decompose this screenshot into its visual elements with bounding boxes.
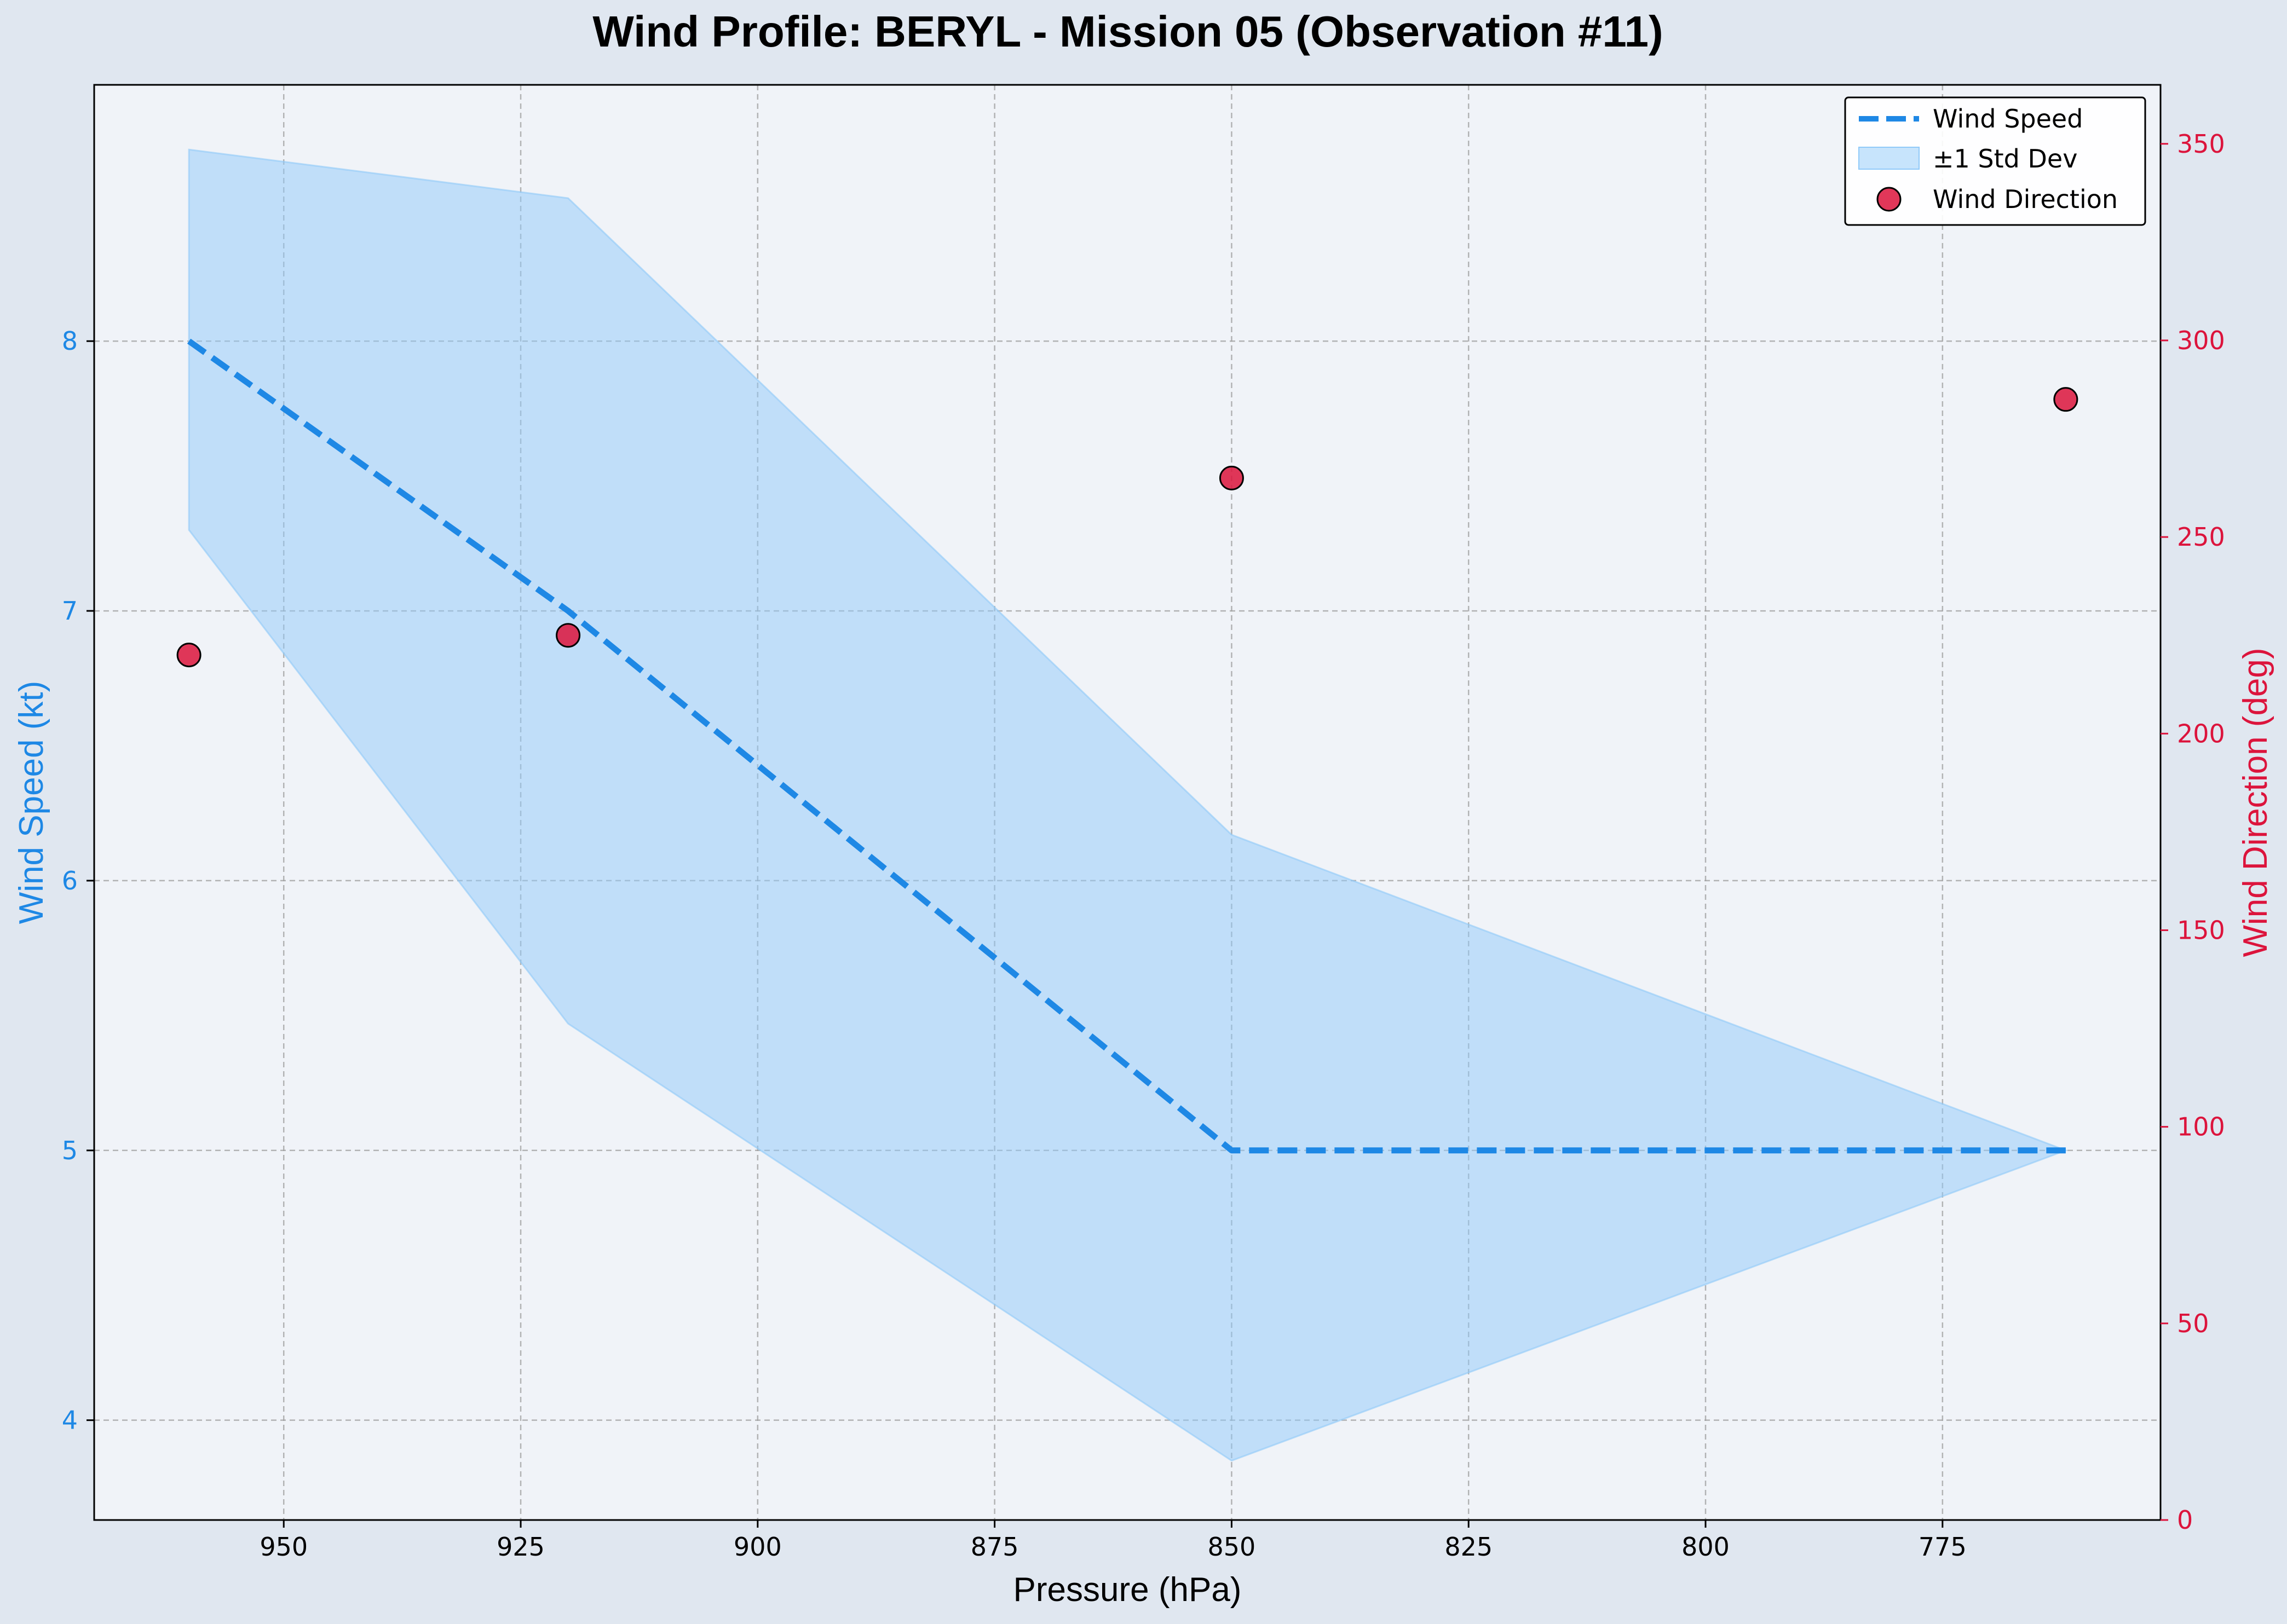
wind-direction-point-850 — [1219, 465, 1244, 490]
y-axis-left-label: Wind Speed (kt) — [13, 681, 50, 924]
y-left-tick-label-4: 4 — [62, 1406, 78, 1435]
legend-label-wind-direction: Wind Direction — [1933, 184, 2118, 214]
std-dev-band — [188, 148, 2069, 1462]
y-right-tick-label-100: 100 — [2177, 1112, 2225, 1142]
chart-title: Wind Profile: BERYL - Mission 05 (Observ… — [592, 7, 1663, 56]
y-right-tick-label-0: 0 — [2177, 1505, 2193, 1535]
legend-label-wind-speed: Wind Speed — [1933, 104, 2083, 134]
y-right-tick-label-250: 250 — [2177, 522, 2225, 552]
y-right-tick-label-350: 350 — [2177, 129, 2225, 159]
legend: Wind Speed ±1 Std Dev Wind Direction — [1844, 96, 2146, 226]
y-right-tick-label-150: 150 — [2177, 915, 2225, 945]
x-tick-label-825: 825 — [1444, 1532, 1493, 1562]
wind-speed-line-layer — [187, 338, 2066, 1154]
x-tick-label-775: 775 — [1919, 1532, 1967, 1562]
plot-frame — [93, 84, 2162, 1521]
y-left-tick-label-6: 6 — [62, 866, 78, 895]
y-left-tick-label-5: 5 — [62, 1136, 78, 1165]
x-tick-label-925: 925 — [497, 1532, 545, 1562]
legend-swatch-std-dev — [1858, 147, 1920, 170]
legend-label-std-dev: ±1 Std Dev — [1933, 144, 2077, 174]
y-axis-right-label: Wind Direction (deg) — [2237, 648, 2274, 957]
y-left-tick-label-7: 7 — [62, 596, 78, 626]
wind-direction-point-960 — [176, 643, 201, 668]
legend-box — [1844, 96, 2146, 226]
x-tick-label-900: 900 — [734, 1532, 782, 1562]
x-tick-label-875: 875 — [971, 1532, 1019, 1562]
x-tick-label-800: 800 — [1681, 1532, 1730, 1562]
std-dev-band-layer — [188, 148, 2069, 1462]
wind-direction-points — [176, 387, 2078, 668]
x-tick-label-850: 850 — [1208, 1532, 1256, 1562]
x-tick-label-950: 950 — [260, 1532, 308, 1562]
y-right-tick-label-200: 200 — [2177, 719, 2225, 748]
x-axis-label: Pressure (hPa) — [1013, 1571, 1242, 1609]
axis-ticks: 950 925 900 875 850 825 800 775 4 5 6 7 8 0 50 100 150 20… — [62, 129, 2225, 1562]
y-right-tick-label-300: 300 — [2177, 326, 2225, 355]
wind-speed-line — [187, 338, 2066, 1154]
legend-swatch-wind-direction — [1876, 187, 1902, 212]
y-left-tick-label-8: 8 — [62, 326, 78, 356]
y-right-tick-label-50: 50 — [2177, 1309, 2209, 1338]
wind-direction-point-762 — [2053, 387, 2078, 412]
wind-direction-point-920 — [556, 623, 581, 648]
